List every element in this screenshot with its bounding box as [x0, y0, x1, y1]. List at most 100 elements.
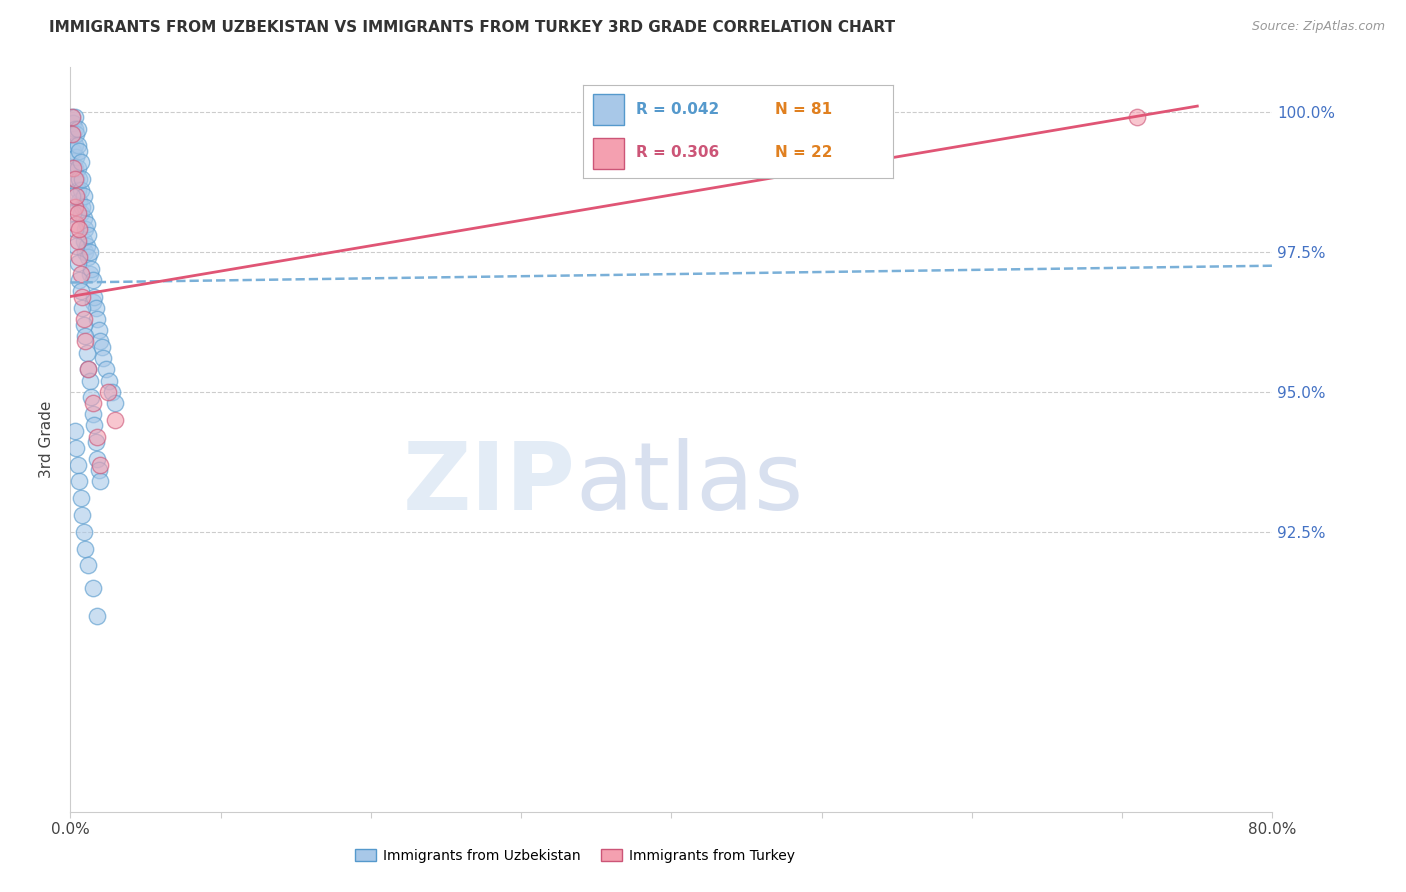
- Text: IMMIGRANTS FROM UZBEKISTAN VS IMMIGRANTS FROM TURKEY 3RD GRADE CORRELATION CHART: IMMIGRANTS FROM UZBEKISTAN VS IMMIGRANTS…: [49, 20, 896, 35]
- Text: N = 22: N = 22: [775, 145, 832, 161]
- Point: [63, 161, 86, 175]
- Point: [75, 222, 97, 236]
- Point: [82, 295, 104, 310]
- Point: [89, 475, 111, 489]
- Point: [89, 334, 111, 349]
- Point: [77, 362, 100, 376]
- Point: [87, 463, 110, 477]
- Point: [97, 384, 120, 399]
- Point: [96, 362, 118, 376]
- Point: [80, 261, 103, 276]
- Point: [62, 144, 84, 158]
- Point: [72, 508, 94, 522]
- Point: [66, 138, 89, 153]
- Point: [66, 161, 89, 175]
- Point: [62, 161, 84, 175]
- Point: [104, 413, 127, 427]
- Point: [73, 211, 96, 226]
- Point: [84, 435, 107, 450]
- Point: [69, 491, 91, 505]
- Point: [67, 222, 90, 236]
- Point: [66, 234, 89, 248]
- Point: [83, 418, 105, 433]
- Point: [80, 390, 103, 404]
- Text: R = 0.306: R = 0.306: [636, 145, 720, 161]
- Point: [69, 183, 91, 197]
- Point: [87, 323, 110, 337]
- Point: [65, 441, 87, 455]
- Point: [62, 205, 84, 219]
- Point: [65, 172, 87, 186]
- Point: [69, 267, 91, 281]
- Point: [66, 205, 89, 219]
- Point: [73, 188, 96, 202]
- Point: [84, 301, 107, 315]
- Point: [93, 351, 115, 365]
- Point: [82, 273, 104, 287]
- Point: [86, 312, 108, 326]
- Point: [86, 429, 108, 443]
- Point: [60, 111, 83, 125]
- Y-axis label: 3rd Grade: 3rd Grade: [39, 401, 55, 478]
- Point: [104, 396, 127, 410]
- Point: [63, 424, 86, 438]
- Point: [73, 312, 96, 326]
- Point: [73, 234, 96, 248]
- Point: [60, 127, 83, 141]
- Point: [82, 396, 104, 410]
- Point: [66, 458, 89, 472]
- Legend: Immigrants from Uzbekistan, Immigrants from Turkey: Immigrants from Uzbekistan, Immigrants f…: [350, 843, 801, 868]
- Point: [60, 188, 83, 202]
- Text: N = 81: N = 81: [775, 102, 832, 117]
- Point: [79, 267, 101, 281]
- FancyBboxPatch shape: [593, 138, 624, 169]
- Point: [69, 155, 91, 169]
- Point: [60, 111, 83, 125]
- Point: [75, 328, 97, 343]
- Point: [67, 273, 90, 287]
- Point: [98, 374, 121, 388]
- Point: [73, 318, 96, 332]
- Point: [72, 172, 94, 186]
- Point: [67, 172, 90, 186]
- Point: [67, 144, 90, 158]
- Text: Source: ZipAtlas.com: Source: ZipAtlas.com: [1251, 20, 1385, 33]
- Point: [65, 239, 87, 253]
- FancyBboxPatch shape: [593, 95, 624, 125]
- Point: [77, 227, 100, 242]
- Point: [89, 458, 111, 472]
- Text: atlas: atlas: [575, 438, 803, 530]
- Point: [83, 289, 105, 303]
- Text: ZIP: ZIP: [402, 438, 575, 530]
- Point: [76, 345, 98, 359]
- Point: [63, 121, 86, 136]
- Point: [69, 205, 91, 219]
- Point: [67, 194, 90, 209]
- Point: [1126, 111, 1149, 125]
- Point: [69, 284, 91, 298]
- Text: R = 0.042: R = 0.042: [636, 102, 720, 117]
- Point: [63, 172, 86, 186]
- Point: [75, 244, 97, 259]
- Point: [66, 121, 89, 136]
- Point: [79, 244, 101, 259]
- Point: [76, 217, 98, 231]
- Point: [66, 256, 89, 270]
- Point: [82, 581, 104, 595]
- Point: [76, 239, 98, 253]
- Point: [75, 541, 97, 556]
- Point: [65, 217, 87, 231]
- Point: [90, 340, 112, 354]
- Point: [72, 289, 94, 303]
- Point: [66, 183, 89, 197]
- Point: [60, 127, 83, 141]
- Point: [73, 524, 96, 539]
- Point: [86, 608, 108, 623]
- Point: [63, 111, 86, 125]
- Point: [63, 222, 86, 236]
- Point: [72, 200, 94, 214]
- Point: [79, 374, 101, 388]
- Point: [72, 301, 94, 315]
- Point: [82, 407, 104, 421]
- Point: [62, 116, 84, 130]
